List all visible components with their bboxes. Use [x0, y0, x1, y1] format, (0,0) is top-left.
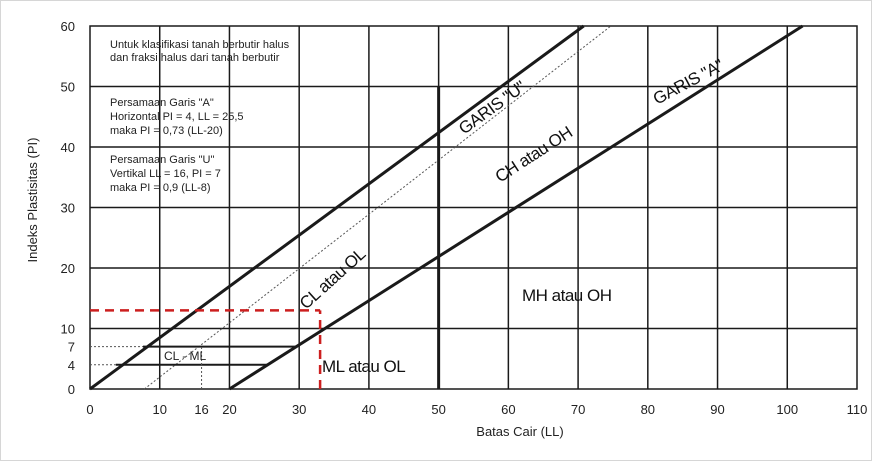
- note-fine-line-2: dan fraksi halus dari tanah berbutir: [110, 52, 280, 64]
- chart-lines: [89, 24, 804, 391]
- x-tick-label: 10: [152, 402, 166, 417]
- note-u-line-3: maka PI = 0,9 (LL-8): [110, 182, 211, 194]
- x-tick-label: 20: [222, 402, 236, 417]
- cl-ml-label: CL - ML: [164, 349, 207, 363]
- x-tick-label: 40: [362, 402, 376, 417]
- x-tick-label: 30: [292, 402, 306, 417]
- x-axis-title: Batas Cair (LL): [476, 424, 563, 439]
- y-tick-label: 0: [68, 382, 75, 397]
- reference-line: [89, 24, 585, 391]
- x-tick-label: 60: [501, 402, 515, 417]
- note-u-line-1: Persamaan Garis "U": [110, 154, 214, 166]
- classification-note: Untuk klasifikasi tanah berbutir halus d…: [110, 39, 290, 194]
- series-line: [228, 24, 804, 391]
- x-tick-label: 100: [776, 402, 798, 417]
- y-axis-title: Indeks Plastisitas (PI): [25, 138, 40, 263]
- y-tick-label: 20: [61, 261, 75, 276]
- y-tick-label: 50: [61, 80, 75, 95]
- x-tick-label: 16: [194, 402, 208, 417]
- y-tick-label: 40: [61, 140, 75, 155]
- x-tick-label: 0: [86, 402, 93, 417]
- x-tick-label: 110: [847, 402, 868, 417]
- note-a-line-3: maka PI = 0,73 (LL-20): [110, 125, 223, 137]
- note-u-line-2: Vertikal LL = 16, PI = 7: [110, 168, 221, 180]
- mh-oh-label: MH atau OH: [522, 286, 611, 305]
- y-tick-label: 10: [61, 322, 75, 337]
- tick-labels: 0 10 16 20 30 40 50 60 70 80 90 100 110 0 4 7 10 20 30 40 50…: [61, 19, 868, 417]
- x-tick-label: 70: [571, 402, 585, 417]
- ml-ol-label: ML atau OL: [322, 357, 405, 376]
- y-tick-label: 7: [68, 340, 75, 355]
- note-a-line-2: Horizontal PI = 4, LL = 25,5: [110, 111, 244, 123]
- y-tick-label: 4: [68, 358, 75, 373]
- cl-ol-label: CL atau OL: [296, 244, 369, 313]
- y-tick-label: 30: [61, 201, 75, 216]
- x-tick-label: 90: [710, 402, 724, 417]
- y-tick-label: 60: [61, 19, 75, 34]
- grid: [89, 25, 858, 390]
- x-tick-label: 50: [431, 402, 445, 417]
- note-fine-line-1: Untuk klasifikasi tanah berbutir halus: [110, 39, 290, 51]
- series-line: [144, 25, 612, 390]
- x-tick-label: 80: [641, 402, 655, 417]
- note-a-line-1: Persamaan Garis "A": [110, 97, 214, 109]
